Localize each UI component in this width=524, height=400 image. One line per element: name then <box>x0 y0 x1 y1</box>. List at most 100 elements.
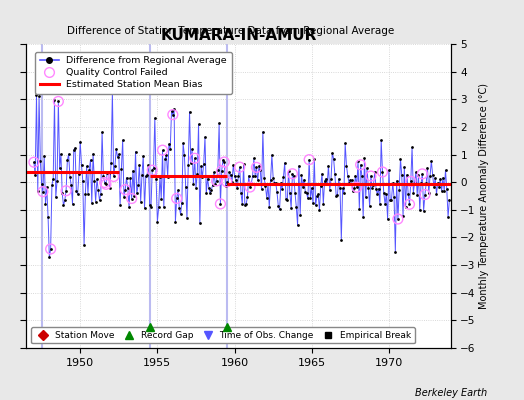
Point <box>219 156 227 163</box>
Point <box>252 164 260 170</box>
Point <box>438 188 446 194</box>
Point <box>129 168 137 174</box>
Point <box>314 191 322 198</box>
Point <box>394 216 402 222</box>
Point <box>391 248 399 255</box>
Point <box>435 184 443 190</box>
Point <box>149 165 158 171</box>
Point <box>152 176 160 183</box>
Point <box>398 172 406 178</box>
Point <box>400 164 409 170</box>
Point <box>337 237 345 243</box>
Point <box>102 181 110 188</box>
Point <box>327 176 335 182</box>
Point <box>302 190 311 196</box>
Point <box>79 178 87 184</box>
Point <box>102 181 110 188</box>
Point <box>220 159 228 165</box>
Point <box>259 129 267 135</box>
Point <box>232 177 240 184</box>
Point <box>54 98 62 105</box>
Point <box>61 197 69 204</box>
Point <box>135 162 144 168</box>
Text: Berkeley Earth: Berkeley Earth <box>415 388 487 398</box>
Point <box>162 152 171 158</box>
Point <box>311 202 320 208</box>
Point <box>283 197 291 204</box>
Point <box>126 175 135 181</box>
Point <box>394 216 402 222</box>
Point <box>245 172 253 179</box>
Point <box>141 173 150 179</box>
Point <box>276 206 284 213</box>
Point <box>386 197 395 203</box>
Point <box>353 184 361 190</box>
Point <box>346 177 355 184</box>
Point <box>171 218 180 225</box>
Point <box>278 186 286 192</box>
Point <box>31 172 39 178</box>
Point <box>297 171 305 178</box>
Point <box>381 201 389 207</box>
Point <box>181 184 190 190</box>
Point <box>40 152 48 159</box>
Point <box>319 201 328 207</box>
Point <box>351 172 359 179</box>
Point <box>384 216 392 222</box>
Point <box>300 176 308 183</box>
Point <box>200 161 208 167</box>
Point <box>54 98 62 105</box>
Point <box>332 193 341 199</box>
Point <box>235 164 244 170</box>
Point <box>353 184 361 190</box>
Point <box>73 191 82 197</box>
Point <box>409 190 418 196</box>
Point <box>58 190 67 197</box>
Point <box>202 190 211 197</box>
Point <box>155 204 163 210</box>
Point <box>133 190 141 197</box>
Point <box>368 185 376 191</box>
Point <box>410 179 419 186</box>
Point <box>71 145 79 151</box>
Point <box>328 150 336 157</box>
Point <box>417 180 425 186</box>
Point <box>89 151 97 157</box>
Point <box>75 171 83 177</box>
Point <box>299 184 307 190</box>
Point <box>243 194 252 200</box>
Point <box>229 162 237 168</box>
Point <box>197 163 205 169</box>
Point <box>121 186 129 193</box>
Point <box>174 187 182 193</box>
Point <box>170 106 178 112</box>
Point <box>132 148 140 155</box>
Point <box>362 194 370 200</box>
Point <box>273 189 281 196</box>
Point <box>323 181 331 188</box>
Point <box>286 190 294 196</box>
Point <box>56 165 64 171</box>
Point <box>62 188 70 194</box>
Point <box>254 177 262 184</box>
Point <box>49 175 58 182</box>
Point <box>370 168 379 175</box>
Point <box>101 179 109 186</box>
Point <box>161 156 169 162</box>
Point <box>436 176 444 182</box>
Point <box>169 112 177 118</box>
Point <box>418 171 427 177</box>
Point <box>363 165 371 171</box>
Point <box>445 197 454 204</box>
Point <box>42 184 51 190</box>
Point <box>333 191 342 198</box>
Point <box>70 146 78 153</box>
Point <box>47 246 55 252</box>
Point <box>389 180 397 186</box>
Point <box>106 185 114 192</box>
Point <box>167 108 176 114</box>
Point <box>178 200 186 206</box>
Point <box>414 172 423 178</box>
Point <box>224 181 232 187</box>
Point <box>367 173 375 179</box>
